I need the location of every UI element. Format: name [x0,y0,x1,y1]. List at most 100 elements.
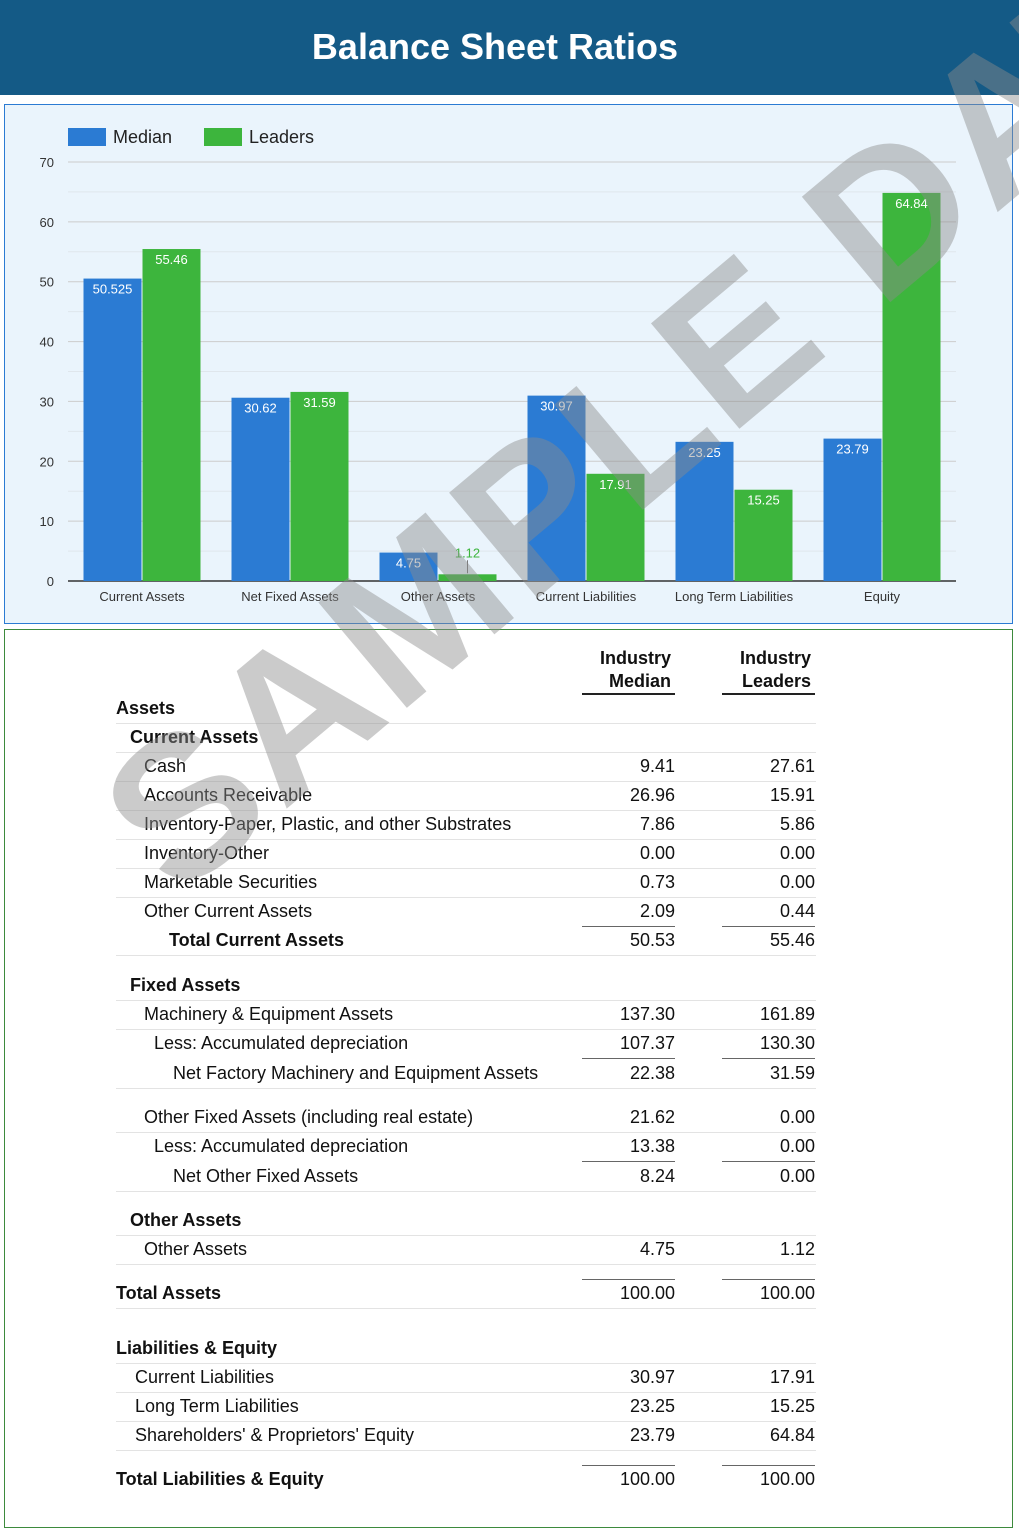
table-row-subtotal: Net Other Fixed Assets 8.24 0.00 [116,1162,816,1192]
leaders-value: 0.00 [779,843,815,863]
leaders-value: 17.91 [769,1367,815,1387]
row-label: Net Other Fixed Assets [173,1166,359,1186]
table-row: Other Current Assets 2.09 0.44 [116,897,816,926]
table-row: Long Term Liabilities 23.25 15.25 [116,1392,816,1422]
leaders-value: 15.25 [769,1396,815,1416]
table-row: Other Assets 4.75 1.12 [116,1235,816,1265]
y-tick-label: 0 [47,574,54,589]
table-row-subtotal: Net Factory Machinery and Equipment Asse… [116,1059,816,1089]
leaders-value: 130.30 [759,1033,815,1053]
leaders-value: 0.44 [779,901,815,921]
data-label: 23.79 [836,442,869,457]
y-tick-label: 60 [40,215,54,230]
row-label: Machinery & Equipment Assets [144,1004,394,1024]
table-row: Marketable Securities 0.73 0.00 [116,868,816,898]
data-label: 50.525 [93,282,133,297]
x-tick-label: Equity [864,589,901,604]
total-line [582,1279,675,1280]
bar-median [83,278,142,581]
median-value: 4.75 [639,1239,675,1259]
subtotal-line [722,926,815,927]
table-row: Machinery & Equipment Assets 137.30 161.89 [116,1000,816,1030]
data-label: 1.12 [455,545,480,560]
row-label: Current Liabilities [135,1367,275,1387]
row-label: Total Liabilities & Equity [116,1469,324,1489]
table-row-total: Total Liabilities & Equity 100.00 100.00 [116,1465,816,1494]
row-label: Other Assets [144,1239,248,1259]
total-line [722,1465,815,1466]
table-row-total: Total Assets 100.00 100.00 [116,1279,816,1309]
row-label: Other Current Assets [144,901,313,921]
median-value: 137.30 [619,1004,675,1024]
subtotal-line [722,1058,815,1059]
page-title: Balance Sheet Ratios [311,26,679,67]
bar-leaders [142,249,201,581]
row-label: Total Current Assets [169,930,345,950]
data-label: 55.46 [155,252,188,267]
row-label: Cash [144,756,187,776]
row-label: Total Assets [116,1283,222,1303]
y-tick-label: 10 [40,514,54,529]
median-value: 100.00 [619,1469,675,1489]
median-value: 2.09 [639,901,675,921]
table-row: Current Assets [116,723,816,753]
total-line [582,1465,675,1466]
bar-chart: 0 10 20 30 40 50 60 70 50.525 55.46 Current Assets… [40,127,956,604]
row-label: Other Assets [130,1210,242,1230]
table-row: Cash 9.41 27.61 [116,752,816,782]
row-label: Less: Accumulated depreciation [154,1033,409,1053]
median-value: 7.86 [639,814,675,834]
table-row: Other Assets [116,1206,816,1236]
data-label: 4.75 [396,556,421,571]
page-header: Balance Sheet Ratios [0,0,1019,95]
leaders-value: 31.59 [769,1063,815,1083]
median-value: 0.00 [639,843,675,863]
table-row: Inventory-Other 0.00 0.00 [116,839,816,869]
leaders-value: 1.12 [779,1239,815,1259]
leaders-value: 0.00 [779,872,815,892]
row-label: Inventory-Other [144,843,270,863]
row-label: Fixed Assets [130,975,241,995]
y-tick-label: 70 [40,155,54,170]
row-label: Inventory-Paper, Plastic, and other Subs… [144,814,512,834]
column-header-leaders-line1: Industry [739,648,811,668]
subtotal-line [582,926,675,927]
data-label: 64.84 [895,196,928,211]
bar-leaders [586,473,645,581]
row-label: Liabilities & Equity [116,1338,278,1358]
data-label: 17.91 [599,477,632,492]
row-label: Less: Accumulated depreciation [154,1136,409,1156]
table-row: Less: Accumulated depreciation 107.37 130.… [116,1029,816,1058]
data-label: 15.25 [747,493,780,508]
median-value: 23.25 [629,1396,675,1416]
column-header-leaders-underline [722,693,815,695]
table-row-total: Total Current Assets 50.53 55.46 [116,926,816,956]
subtotal-line [582,1161,675,1162]
median-value: 0.73 [639,872,675,892]
table-row: Inventory-Paper, Plastic, and other Subs… [116,810,816,840]
y-tick-label: 20 [40,454,54,469]
bar-median [823,438,882,581]
table-row: Liabilities & Equity [116,1334,816,1364]
leaders-value: 27.61 [769,756,815,776]
data-label: 23.25 [688,445,721,460]
table-row: Accounts Receivable 26.96 15.91 [116,781,816,811]
column-header-median-underline [582,693,675,695]
y-tick-label: 50 [40,275,54,290]
median-value: 21.62 [629,1107,675,1127]
legend-label: Median [113,127,172,147]
median-value: 23.79 [629,1425,675,1445]
leaders-value: 64.84 [769,1425,815,1445]
row-label: Marketable Securities [144,872,318,892]
legend-label: Leaders [249,127,314,147]
median-value: 9.41 [639,756,675,776]
leaders-value: 55.46 [769,930,815,950]
row-label: Long Term Liabilities [135,1396,299,1416]
column-header-median-line1: Industry [599,648,671,668]
leaders-value: 0.00 [779,1166,815,1186]
median-value: 30.97 [629,1367,675,1387]
subtotal-line [582,1058,675,1059]
table-row: Current Liabilities 30.97 17.91 [116,1363,816,1393]
leaders-value: 5.86 [779,814,815,834]
row-label: Net Factory Machinery and Equipment Asse… [173,1063,539,1083]
